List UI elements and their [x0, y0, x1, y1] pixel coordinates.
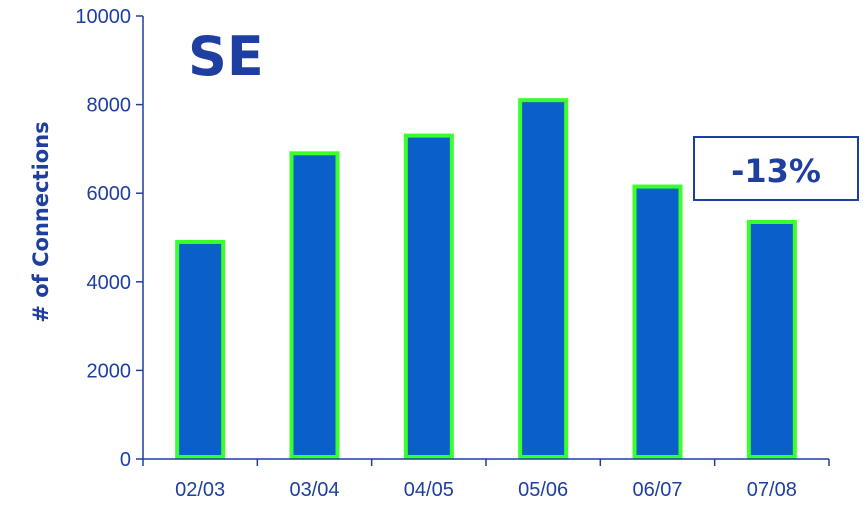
- bar-03-04: [289, 151, 340, 460]
- chart-title: SE: [188, 25, 264, 88]
- x-tick-label: 06/07: [632, 479, 682, 501]
- y-tick-label: 4000: [87, 272, 132, 294]
- x-tick-label: 05/06: [518, 479, 568, 501]
- bar-05-06: [518, 98, 569, 459]
- bar-02-03: [175, 239, 226, 459]
- bars: [175, 98, 797, 460]
- change-annotation-text: -13%: [731, 152, 821, 190]
- y-tick-label: 8000: [87, 95, 132, 117]
- y-tick-label: 2000: [87, 360, 132, 382]
- y-tick-label: 10000: [75, 6, 131, 28]
- y-axis-label: # of Connections: [29, 121, 53, 322]
- y-axis-ticks: 0 2000 4000 6000 8000 10000: [75, 6, 143, 471]
- x-tick-label: 03/04: [289, 479, 339, 501]
- bar-06-07: [632, 184, 683, 459]
- change-annotation-box: -13%: [693, 136, 859, 201]
- y-tick-label: 6000: [87, 183, 132, 205]
- change-annotation-frame: [693, 136, 859, 201]
- x-tick-label: 02/03: [175, 479, 225, 501]
- x-axis-ticks: 02/03 03/04 04/05 05/06 06/07 07/08: [142, 459, 830, 501]
- x-tick-label: 07/08: [747, 479, 797, 501]
- y-tick-label: 0: [120, 449, 131, 471]
- bar-07-08: [746, 219, 797, 459]
- bar-04-05: [403, 133, 454, 460]
- x-tick-label: 04/05: [404, 479, 454, 501]
